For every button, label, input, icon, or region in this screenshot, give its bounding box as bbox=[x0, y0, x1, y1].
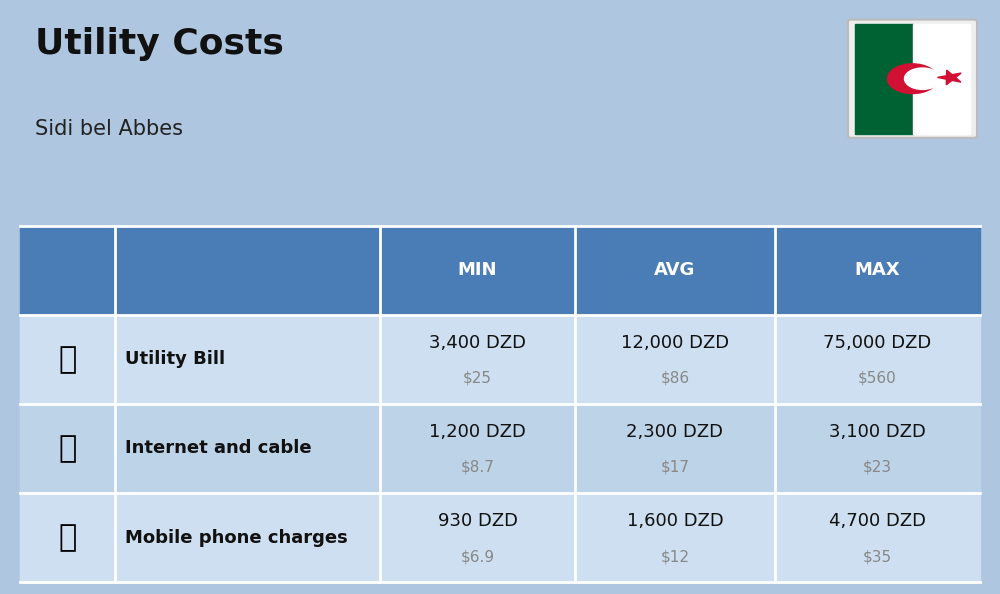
Text: 75,000 DZD: 75,000 DZD bbox=[823, 334, 932, 352]
Text: MIN: MIN bbox=[458, 261, 497, 279]
Bar bbox=[20, 404, 980, 493]
Text: 4,700 DZD: 4,700 DZD bbox=[829, 512, 926, 530]
Text: 1,200 DZD: 1,200 DZD bbox=[429, 423, 526, 441]
Text: 3,100 DZD: 3,100 DZD bbox=[829, 423, 926, 441]
Bar bbox=[20, 493, 980, 582]
Text: $23: $23 bbox=[863, 460, 892, 475]
Text: 📱: 📱 bbox=[58, 523, 77, 552]
Bar bbox=[20, 315, 115, 404]
Bar bbox=[20, 315, 980, 404]
Bar bbox=[20, 493, 115, 582]
Bar bbox=[855, 24, 912, 134]
Text: $35: $35 bbox=[863, 549, 892, 564]
Text: 📡: 📡 bbox=[58, 434, 77, 463]
Text: Utility Costs: Utility Costs bbox=[35, 27, 284, 61]
Text: 930 DZD: 930 DZD bbox=[438, 512, 518, 530]
Bar bbox=[912, 24, 970, 134]
Text: 1,600 DZD: 1,600 DZD bbox=[627, 512, 723, 530]
Polygon shape bbox=[938, 70, 961, 85]
Text: Utility Bill: Utility Bill bbox=[125, 350, 225, 368]
Bar bbox=[20, 226, 980, 315]
Bar bbox=[20, 404, 115, 493]
Text: $6.9: $6.9 bbox=[460, 549, 495, 564]
Circle shape bbox=[904, 68, 940, 89]
Text: 🔌: 🔌 bbox=[58, 345, 77, 374]
Text: 2,300 DZD: 2,300 DZD bbox=[626, 423, 723, 441]
Text: $8.7: $8.7 bbox=[461, 460, 494, 475]
Text: $86: $86 bbox=[660, 371, 690, 386]
Text: Mobile phone charges: Mobile phone charges bbox=[125, 529, 348, 546]
Text: $560: $560 bbox=[858, 371, 897, 386]
Text: $17: $17 bbox=[660, 460, 689, 475]
Circle shape bbox=[888, 64, 938, 93]
Text: 3,400 DZD: 3,400 DZD bbox=[429, 334, 526, 352]
Text: Sidi bel Abbes: Sidi bel Abbes bbox=[35, 119, 183, 139]
Text: AVG: AVG bbox=[654, 261, 696, 279]
Text: $12: $12 bbox=[660, 549, 689, 564]
Text: MAX: MAX bbox=[855, 261, 900, 279]
Text: 12,000 DZD: 12,000 DZD bbox=[621, 334, 729, 352]
Text: $25: $25 bbox=[463, 371, 492, 386]
FancyBboxPatch shape bbox=[848, 20, 977, 138]
Text: Internet and cable: Internet and cable bbox=[125, 440, 312, 457]
